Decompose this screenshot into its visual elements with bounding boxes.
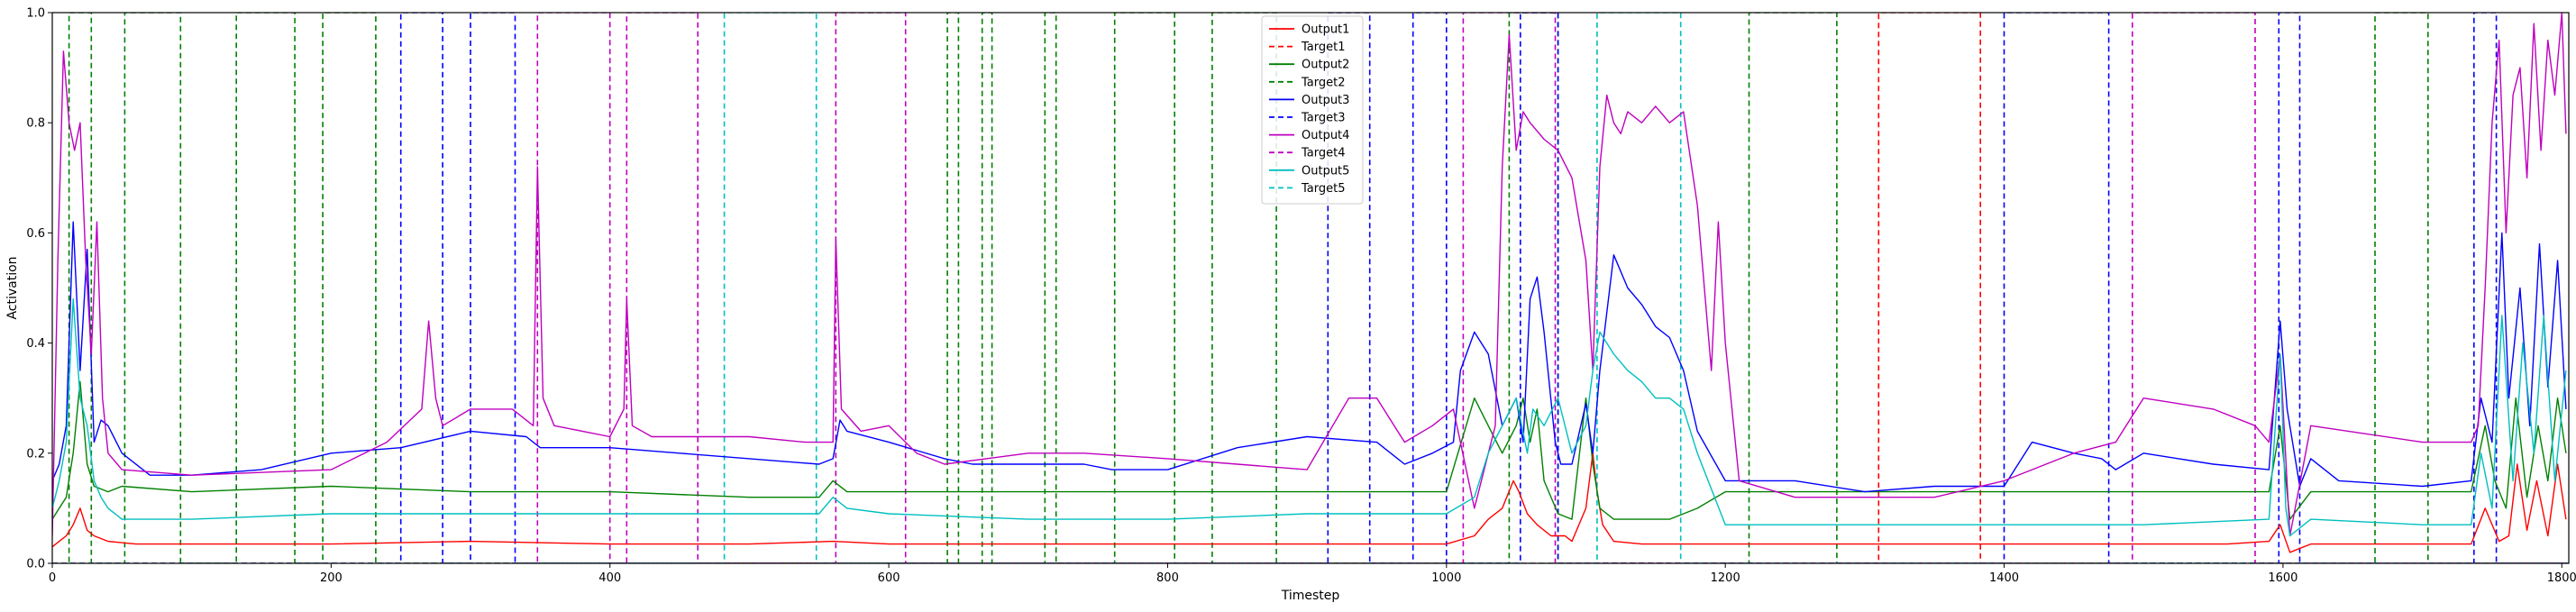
legend-label-target2: Target2 [1301,76,1346,89]
y-tick-label: 0.8 [26,117,45,131]
y-tick-label: 0.2 [26,447,45,461]
legend-label-target3: Target3 [1301,112,1346,125]
x-tick-label: 1000 [1431,571,1461,585]
series-output3 [52,221,2567,493]
legend-label-output4: Output4 [1302,129,1349,142]
y-tick-label: 1.0 [26,7,45,21]
series-output4 [52,13,2567,537]
x-tick-label: 1600 [2268,571,2297,585]
y-tick-label: 0.0 [26,558,45,571]
plot-frame [51,12,2570,564]
legend-label-output3: Output3 [1302,94,1349,107]
y-axis-label: Activation [5,256,20,319]
series-output5 [52,298,2567,537]
legend-label-output5: Output5 [1302,164,1349,178]
x-tick-label: 400 [598,571,621,585]
x-tick-label: 200 [320,571,343,585]
series-output2 [52,380,2567,520]
x-tick-label: 1800 [2547,571,2576,585]
legend-label-target5: Target5 [1301,182,1346,196]
x-tick-label: 0 [49,571,56,585]
legend: Output1 Target1 Output2 Target2 Output3 Targe… [1261,15,1364,205]
x-tick-label: 800 [1156,571,1179,585]
y-tick-label: 0.4 [26,337,45,351]
legend-label-output2: Output2 [1302,59,1349,72]
series-target5 [52,13,2569,563]
x-tick-label: 1200 [1711,571,1740,585]
legend-label-output1: Output1 [1302,23,1349,37]
legend-box [1261,15,1364,205]
y-tick-label: 0.6 [26,227,45,241]
x-axis-label: Timestep [1281,589,1340,603]
chart-marks [52,13,2569,563]
series-target4 [52,13,2569,563]
x-tick-label: 600 [878,571,900,585]
x-tick-label: 1400 [1989,571,2019,585]
legend-label-target1: Target1 [1301,41,1346,54]
series-target3 [52,13,2569,563]
axis-ticks: 0 200 400 600 800 1000 1200 1400 1600 1800 0.0 0.2 0… [26,7,2576,586]
series-output1 [52,452,2567,553]
legend-label-target4: Target4 [1301,147,1346,160]
